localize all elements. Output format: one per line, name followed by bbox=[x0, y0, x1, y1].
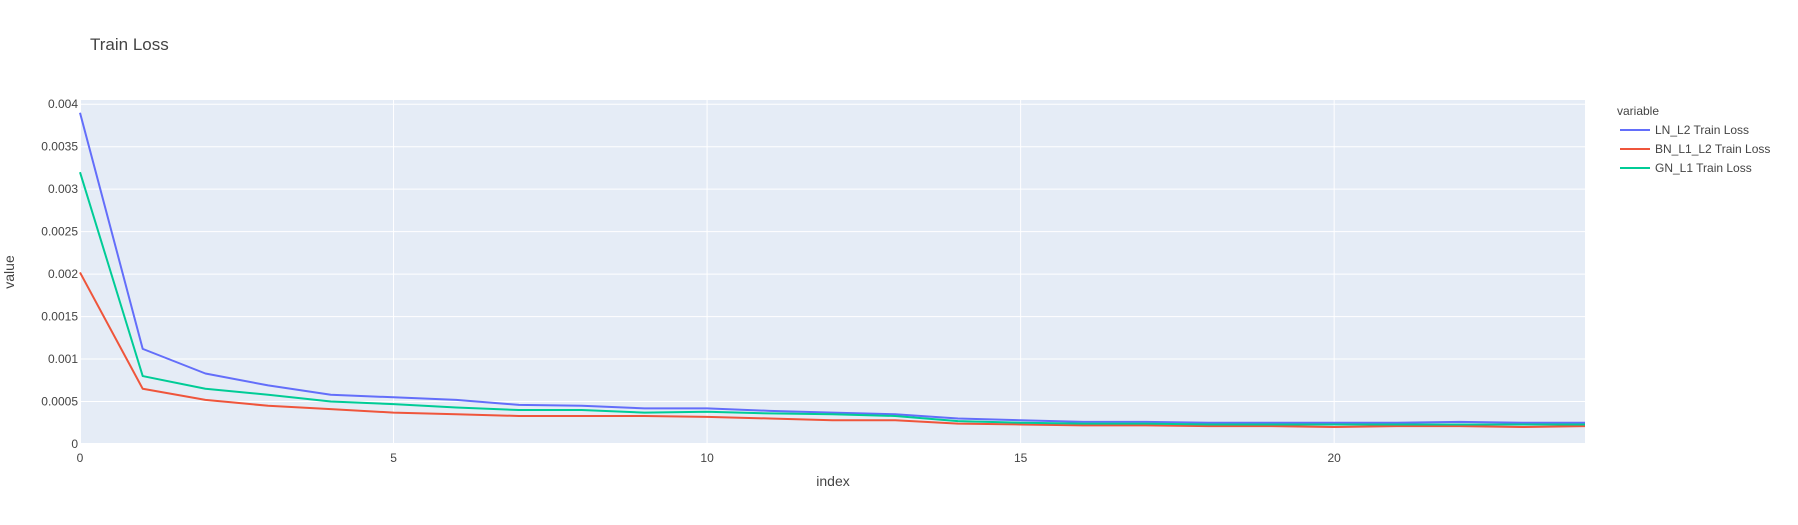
y-tick-label: 0 bbox=[71, 437, 78, 451]
y-tick-label: 0.003 bbox=[48, 182, 78, 196]
legend-label: LN_L2 Train Loss bbox=[1655, 123, 1749, 137]
x-tick-label: 10 bbox=[700, 451, 714, 465]
x-tick-label: 15 bbox=[1014, 451, 1028, 465]
y-tick-label: 0.0015 bbox=[41, 310, 78, 324]
x-axis-ticks: 0 5 10 15 20 bbox=[77, 451, 1342, 465]
y-tick-label: 0.0035 bbox=[41, 140, 78, 154]
x-tick-label: 5 bbox=[390, 451, 397, 465]
legend: variable LN_L2 Train Loss BN_L1_L2 Train … bbox=[1617, 104, 1770, 175]
y-tick-label: 0.0005 bbox=[41, 395, 78, 409]
series-line-2 bbox=[79, 271, 1586, 429]
plot-area bbox=[80, 100, 1585, 444]
grid-lines bbox=[79, 100, 1585, 445]
y-tick-label: 0.004 bbox=[48, 97, 78, 111]
y-tick-label: 0.002 bbox=[48, 267, 78, 281]
legend-label: BN_L1_L2 Train Loss bbox=[1655, 142, 1770, 156]
y-tick-label: 0.0025 bbox=[41, 225, 78, 239]
y-tick-label: 0.001 bbox=[48, 352, 78, 366]
x-axis-title: index bbox=[816, 473, 849, 489]
legend-label: GN_L1 Train Loss bbox=[1655, 161, 1752, 175]
legend-title: variable bbox=[1617, 104, 1659, 118]
y-axis-title: value bbox=[1, 255, 17, 289]
series-lines bbox=[79, 112, 1586, 429]
chart-title: Train Loss bbox=[90, 35, 169, 54]
y-axis-ticks: 0 0.0005 0.001 0.0015 0.002 0.0025 0.003 0.0035… bbox=[41, 97, 78, 451]
x-tick-label: 20 bbox=[1327, 451, 1341, 465]
series-line-1 bbox=[79, 112, 1585, 424]
x-tick-label: 0 bbox=[77, 451, 84, 465]
series-line-3 bbox=[79, 171, 1585, 426]
